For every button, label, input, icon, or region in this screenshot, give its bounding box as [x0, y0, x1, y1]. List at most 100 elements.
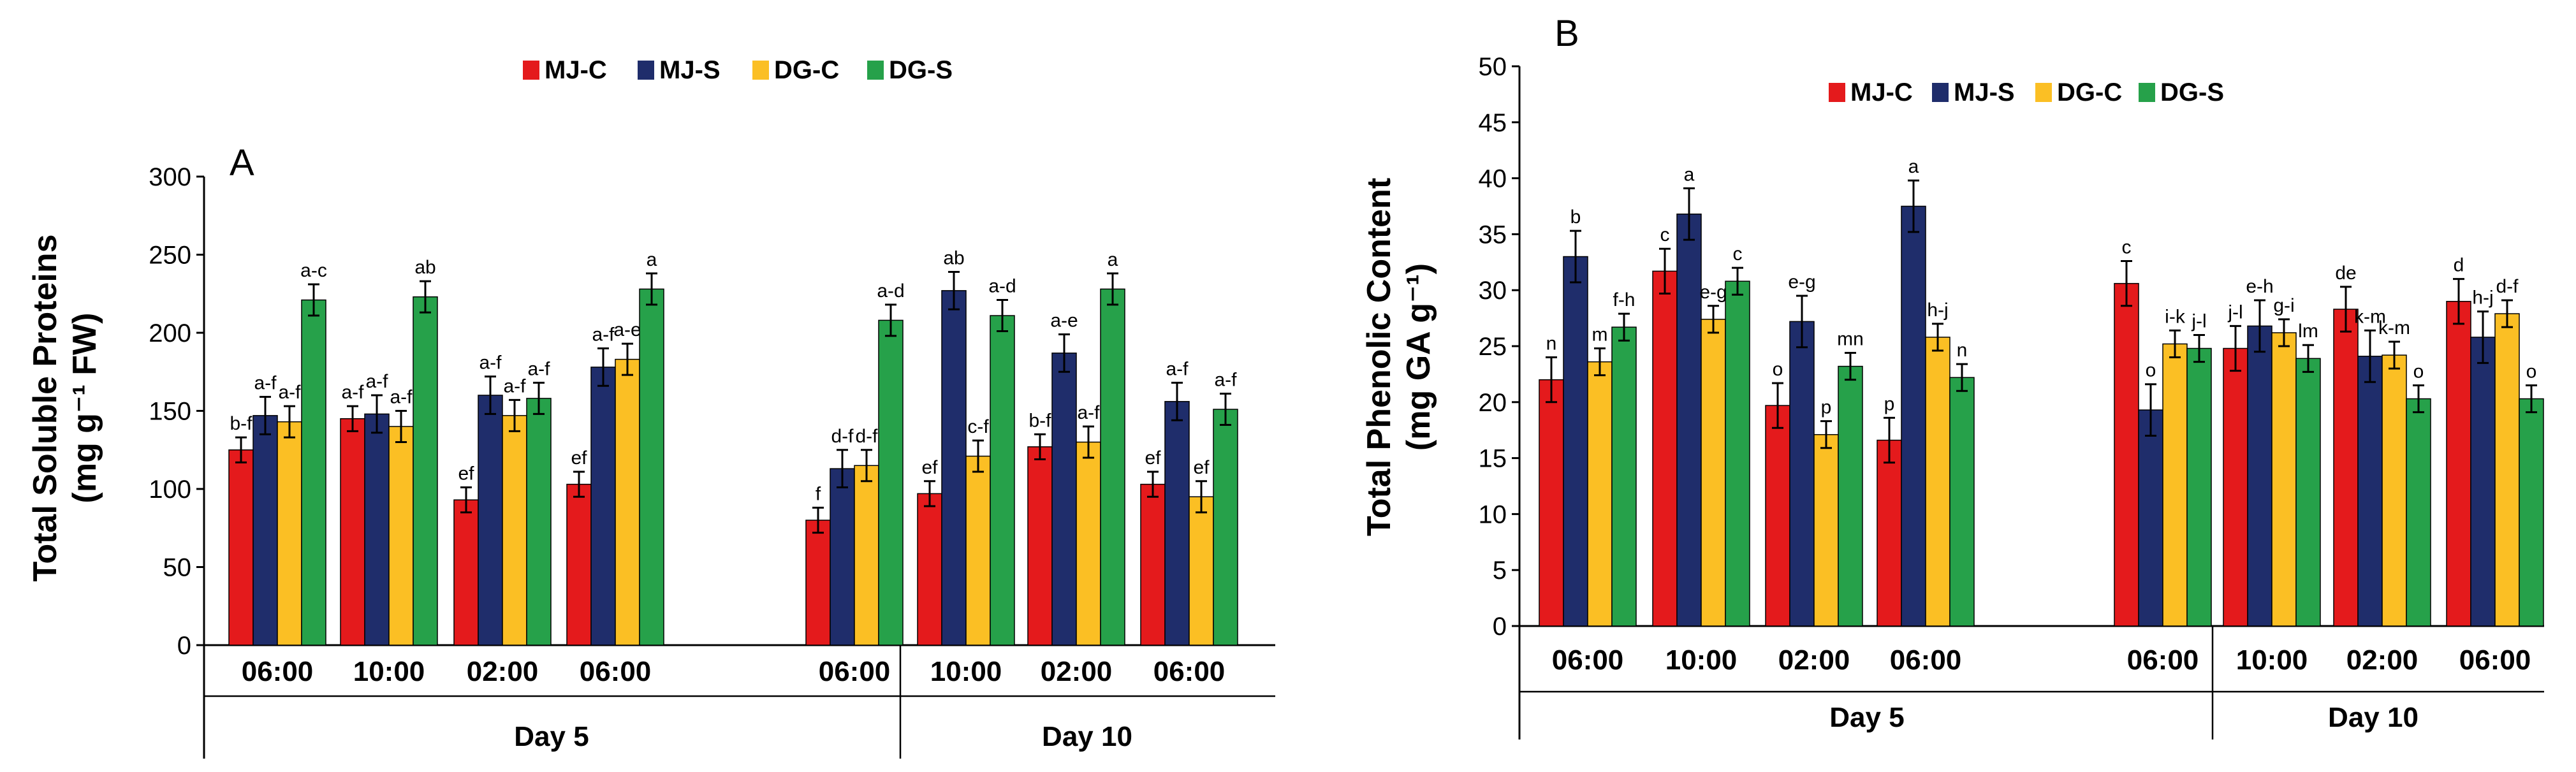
sig-label-dg-s-7: o [2413, 361, 2424, 382]
y-axis-unit-a: (mg g⁻¹ FW) [66, 313, 103, 504]
legend-label-dg-c: DG-C [2057, 78, 2122, 106]
bar-mj-c-5 [805, 520, 831, 646]
sig-label-mj-c-8: d [2454, 255, 2464, 276]
y-axis-label-b: Total Phenolic Content (mg GA g⁻¹) [1361, 178, 1437, 536]
bar-dg-c-6 [965, 455, 991, 646]
y-tick-label-b: 35 [1479, 221, 1507, 249]
sig-label-mj-c-6: ef [921, 457, 938, 478]
bar-dg-s-4 [639, 288, 664, 646]
bar-mj-c-1 [1539, 379, 1564, 627]
legend-b: MJ-C MJ-S DG-C DG-S [1829, 78, 2224, 106]
y-tick-label-b: 40 [1479, 165, 1507, 193]
bar-mj-c-8 [2446, 301, 2471, 627]
bar-mj-s-8 [2470, 337, 2496, 627]
bar-mj-c-8 [1140, 483, 1166, 646]
sig-label-mj-c-2: a-f [341, 382, 364, 403]
sig-label-mj-c-5: c [2122, 237, 2132, 258]
sig-label-dg-s-3: mn [1837, 329, 1864, 350]
sig-label-dg-s-2: ab [414, 257, 435, 278]
bar-mj-s-1 [252, 415, 278, 646]
sig-label-mj-s-3: a-f [479, 353, 502, 374]
bar-mj-s-8 [1164, 401, 1190, 646]
x-category-label: 10:00 [2236, 645, 2308, 676]
sig-label-mj-s-4: a [1908, 156, 1919, 177]
bar-dg-c-1 [1587, 361, 1613, 627]
legend-label-dg-c: DG-C [774, 56, 839, 84]
legend-label-dg-s: DG-S [2160, 78, 2224, 106]
sig-label-dg-c-7: k-m [2378, 317, 2410, 339]
legend-swatch-dg-c [752, 61, 769, 80]
sig-label-dg-s-2: c [1733, 244, 1743, 265]
bar-mj-s-4 [590, 367, 616, 646]
panel-letter-b: B [1555, 13, 1579, 54]
bar-dg-s-6 [990, 315, 1015, 646]
bar-dg-c-7 [1076, 441, 1101, 646]
y-tick-label-b: 30 [1479, 277, 1507, 305]
x-category-label: 06:00 [1153, 656, 1226, 687]
y-axis-title-b: Total Phenolic Content [1361, 178, 1398, 536]
sig-label-mj-s-1: b [1570, 207, 1581, 228]
sig-label-mj-c-3: ef [458, 463, 474, 484]
legend-label-mj-c: MJ-C [545, 56, 607, 84]
y-tick-label-b: 0 [1493, 613, 1507, 641]
sig-label-dg-s-6: a-d [988, 276, 1016, 297]
y-tick-label-a: 0 [177, 632, 191, 660]
x-category-label: 06:00 [2127, 645, 2199, 676]
y-tick-label-b: 45 [1479, 109, 1507, 137]
x-category-label: 10:00 [1665, 645, 1738, 676]
x-category-label: 02:00 [467, 656, 539, 687]
sig-label-dg-c-1: m [1592, 324, 1608, 346]
bar-dg-s-8 [2519, 398, 2544, 627]
sig-label-dg-c-4: a-e [613, 319, 641, 340]
sig-label-mj-c-8: ef [1145, 448, 1161, 469]
bar-dg-c-4 [615, 358, 640, 646]
legend-swatch-mj-c [1829, 83, 1845, 102]
legend-swatch-dg-s [2139, 83, 2155, 102]
panel-letter-a: A [230, 142, 254, 184]
x-category-label: 02:00 [1041, 656, 1113, 687]
y-tick-label-b: 15 [1479, 445, 1507, 473]
legend-swatch-dg-c [2035, 83, 2052, 102]
y-tick-label-b: 20 [1479, 389, 1507, 417]
bar-mj-c-4 [566, 483, 592, 646]
bar-dg-c-2 [1701, 319, 1726, 627]
y-tick-label-a: 100 [149, 476, 191, 504]
sig-label-mj-c-7: b-f [1028, 410, 1051, 431]
bar-dg-s-2 [1725, 280, 1750, 627]
y-axis-unit-b: (mg GA g⁻¹) [1400, 263, 1437, 451]
y-tick-label-a: 250 [149, 242, 191, 270]
sig-label-dg-c-3: p [1821, 397, 1832, 418]
bar-dg-s-5 [878, 319, 904, 646]
bar-dg-s-1 [301, 299, 326, 646]
bar-mj-c-7 [2333, 309, 2359, 627]
sig-label-mj-s-3: e-g [1788, 272, 1815, 293]
bar-dg-c-4 [1925, 337, 1950, 627]
sig-label-dg-s-8: o [2526, 361, 2537, 382]
bar-mj-c-3 [453, 499, 479, 646]
y-tick-label-a: 50 [163, 554, 192, 582]
sig-label-dg-s-1: a-c [300, 260, 327, 281]
bar-mj-s-5 [830, 468, 855, 646]
bar-mj-c-6 [2223, 347, 2248, 627]
legend-swatch-mj-s [1932, 83, 1949, 102]
y-axis-title-a: Total Soluble Proteins [27, 234, 64, 581]
sig-label-dg-s-5: j-l [2191, 310, 2206, 331]
sig-label-dg-c-6: g-i [2273, 295, 2294, 316]
chart-b: B MJ-C MJ-S DG-C DG-S Total Phenolic Conten… [1361, 13, 2544, 739]
legend-label-mj-s: MJ-S [1954, 78, 2015, 106]
group-label-day-10: Day 10 [2328, 702, 2419, 733]
bar-mj-s-3 [1789, 321, 1815, 627]
legend-swatch-mj-c [523, 61, 539, 80]
x-category-label: 06:00 [1890, 645, 1962, 676]
sig-label-mj-s-6: ab [943, 247, 964, 268]
sig-label-mj-c-1: n [1546, 333, 1557, 354]
sig-label-dg-s-3: a-f [527, 358, 550, 379]
sig-label-mj-s-4: a-f [592, 324, 615, 346]
x-category-label: 10:00 [353, 656, 425, 687]
plot-area-b: 0 5 10 15 20 25 30 35 40 45 50 n b mf-h 06:00 c a e-g c 10:… [1479, 53, 2544, 739]
bar-dg-s-3 [1838, 365, 1863, 627]
bar-mj-s-7 [2357, 356, 2383, 627]
sig-label-dg-s-6: lm [2298, 321, 2318, 342]
y-tick-label-b: 50 [1479, 53, 1507, 81]
